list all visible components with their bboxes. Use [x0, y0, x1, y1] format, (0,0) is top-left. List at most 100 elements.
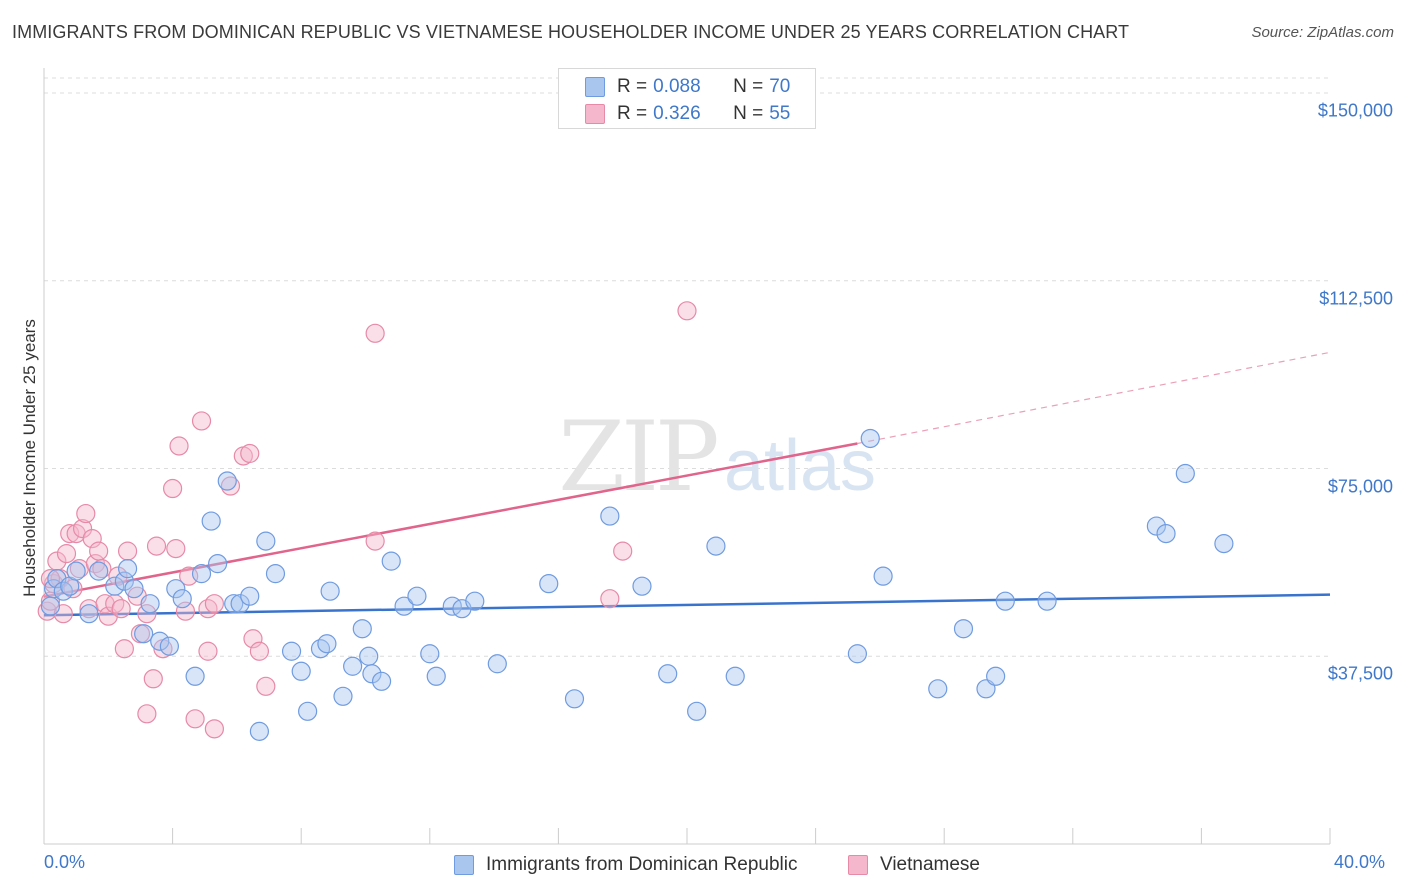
- data-point-dominican: [1175, 463, 1195, 484]
- data-point-vietnamese: [600, 589, 620, 609]
- data-point-dominican: [632, 576, 652, 596]
- data-point-dominican: [564, 689, 585, 709]
- data-point-dominican: [343, 656, 363, 676]
- data-point-vietnamese: [146, 536, 167, 556]
- data-point-dominican: [191, 564, 212, 584]
- data-point-dominican: [166, 579, 186, 599]
- data-point-vietnamese: [111, 599, 131, 619]
- data-points: [37, 301, 1234, 741]
- data-point-dominican: [539, 574, 559, 594]
- data-point-dominican: [725, 666, 745, 686]
- data-point-dominican: [407, 586, 427, 606]
- watermark-atlas: atlas: [724, 426, 876, 506]
- data-point-dominican: [1146, 516, 1166, 536]
- data-point-vietnamese: [198, 641, 218, 661]
- data-point-dominican: [317, 634, 337, 654]
- legend-label-vietnamese: Vietnamese: [880, 854, 980, 875]
- data-point-dominican: [426, 666, 446, 686]
- data-point-dominican: [172, 589, 192, 609]
- y-tick-label: $75,000: [1327, 476, 1393, 496]
- y-tick-label: $37,500: [1327, 663, 1393, 684]
- y-axis-label: Householder Income Under 25 years: [20, 319, 39, 597]
- data-point-dominican: [105, 576, 125, 596]
- data-point-dominican: [281, 641, 302, 661]
- data-point-vietnamese: [256, 676, 276, 696]
- legend-n-label: N =: [733, 103, 764, 124]
- data-point-dominican: [310, 639, 331, 659]
- data-point-dominican: [687, 701, 707, 721]
- grid-lines: [44, 77, 1330, 657]
- data-point-dominican: [134, 624, 154, 644]
- data-point-dominican: [953, 619, 974, 639]
- data-point-dominican: [201, 511, 221, 531]
- data-point-vietnamese: [198, 599, 218, 619]
- legend-swatch-pink: [585, 104, 605, 124]
- data-point-vietnamese: [89, 541, 109, 561]
- data-point-dominican: [420, 644, 440, 664]
- data-point-vietnamese: [240, 443, 260, 464]
- legend-label-dominican: Immigrants from Dominican Republic: [486, 854, 798, 875]
- data-point-dominican: [928, 679, 948, 699]
- data-point-dominican: [208, 554, 228, 574]
- data-point-vietnamese: [114, 639, 134, 659]
- data-point-dominican: [185, 666, 205, 686]
- data-point-vietnamese: [243, 629, 263, 649]
- data-point-vietnamese: [204, 719, 224, 739]
- data-point-vietnamese: [169, 436, 189, 456]
- data-point-dominican: [40, 596, 61, 616]
- data-point-dominican: [256, 531, 276, 551]
- trend-line-dominican: [43, 593, 1331, 617]
- legend-r-label: R =: [617, 76, 648, 97]
- data-point-vietnamese: [56, 544, 77, 564]
- data-point-dominican: [265, 564, 286, 584]
- data-point-dominican: [873, 566, 893, 586]
- data-point-dominican: [465, 591, 485, 611]
- data-point-vietnamese: [92, 559, 112, 579]
- x-tick-label-max: 40.0%: [1334, 852, 1386, 872]
- legend-r-label: R =: [617, 103, 648, 124]
- legend-r-value: 0.088: [653, 76, 701, 97]
- data-point-dominican: [986, 666, 1006, 686]
- data-point-dominican: [249, 721, 270, 741]
- data-point-vietnamese: [163, 478, 183, 499]
- legend-swatch-pink: [848, 855, 868, 875]
- data-point-dominican: [79, 604, 99, 624]
- data-point-dominican: [124, 579, 144, 599]
- data-point-dominican: [333, 686, 353, 706]
- data-point-vietnamese: [166, 539, 186, 559]
- data-point-dominican: [600, 506, 620, 526]
- data-point-dominican: [1214, 534, 1234, 554]
- data-point-dominican: [371, 671, 392, 691]
- data-point-vietnamese: [76, 503, 96, 524]
- data-point-dominican: [706, 536, 726, 556]
- data-point-dominican: [230, 594, 250, 614]
- data-point-dominican: [117, 559, 138, 579]
- legend-row-dominican: R = 0.088 N = 70: [585, 75, 790, 99]
- data-point-vietnamese: [204, 594, 224, 614]
- data-point-vietnamese: [191, 411, 212, 431]
- data-point-dominican: [298, 701, 318, 721]
- data-point-vietnamese: [613, 541, 633, 561]
- data-point-dominican: [140, 594, 160, 614]
- legend-swatch-blue: [585, 77, 605, 97]
- y-tick-label: $150,000: [1317, 100, 1393, 121]
- data-point-vietnamese: [365, 531, 385, 551]
- legend-r-value: 0.326: [653, 103, 701, 124]
- data-point-dominican: [847, 644, 867, 664]
- data-point-dominican: [53, 581, 73, 601]
- data-point-vietnamese: [117, 541, 138, 561]
- legend-item-dominican: Immigrants from Dominican Republic: [454, 854, 798, 876]
- data-point-dominican: [320, 581, 340, 601]
- data-point-dominican: [89, 561, 109, 581]
- data-point-dominican: [240, 586, 260, 606]
- data-point-dominican: [114, 571, 134, 591]
- trend-lines: [43, 351, 1331, 617]
- data-point-dominican: [159, 636, 179, 656]
- y-tick-label: $112,500: [1319, 288, 1393, 309]
- data-point-dominican: [217, 471, 237, 491]
- legend-n-value: 55: [769, 103, 791, 124]
- data-point-vietnamese: [137, 704, 157, 724]
- data-point-vietnamese: [365, 323, 385, 343]
- data-point-dominican: [394, 596, 414, 616]
- legend-row-vietnamese: R = 0.326 N = 55: [585, 102, 790, 126]
